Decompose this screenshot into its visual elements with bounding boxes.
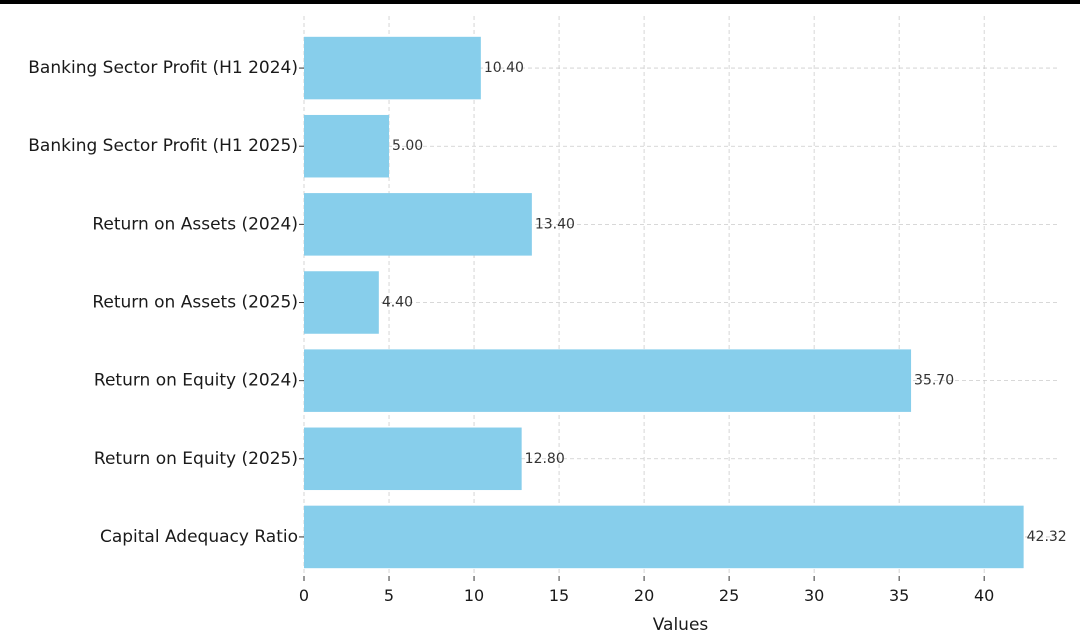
bar-value-label: 10.40: [484, 60, 524, 76]
x-axis-title: Values: [653, 615, 709, 635]
x-tick-label: 0: [299, 586, 309, 605]
bar: [304, 427, 522, 491]
bar-value-label: 42.32: [1027, 529, 1067, 545]
x-axis: 0 5 10 15 20 25 30 35 40: [299, 576, 994, 605]
bar-value-label: 4.40: [382, 295, 413, 311]
bar: [304, 505, 1024, 569]
bar: [304, 36, 481, 100]
y-tick-label: Capital Adequacy Ratio: [100, 527, 298, 547]
grid: [303, 16, 1059, 576]
y-tick-label: Return on Assets (2024): [92, 214, 298, 234]
y-tick-label: Return on Equity (2024): [94, 371, 298, 391]
x-tick-label: 5: [384, 586, 394, 605]
bar: [304, 114, 390, 178]
bar: [304, 193, 532, 256]
x-tick-label: 15: [549, 586, 569, 605]
y-tick-label: Return on Assets (2025): [92, 293, 298, 313]
x-tick-label: 40: [974, 586, 994, 605]
bar-value-label: 13.40: [535, 216, 575, 232]
top-border: [0, 0, 1080, 4]
x-tick-label: 35: [889, 586, 909, 605]
bar: [304, 349, 912, 412]
y-tick-label: Return on Equity (2025): [94, 449, 298, 469]
y-tick-label: Banking Sector Profit (H1 2025): [28, 136, 298, 156]
bar-value-label: 12.80: [525, 451, 565, 467]
x-tick-label: 25: [719, 586, 739, 605]
y-axis: Banking Sector Profit (H1 2024) Banking S…: [28, 58, 304, 547]
bar-value-label: 35.70: [914, 373, 954, 389]
bar-value-label: 5.00: [392, 138, 423, 154]
bar: [304, 271, 379, 334]
x-tick-label: 30: [804, 586, 824, 605]
x-tick-label: 20: [634, 586, 654, 605]
x-tick-label: 10: [464, 586, 484, 605]
bars: 10.40 5.00 13.40 4.40 35.70 12.80 42.32: [304, 36, 1067, 569]
y-tick-label: Banking Sector Profit (H1 2024): [28, 58, 298, 78]
